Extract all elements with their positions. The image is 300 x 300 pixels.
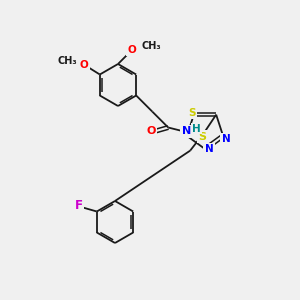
Text: N: N [182,127,191,136]
Text: O: O [80,59,88,70]
Text: S: S [188,108,196,118]
Text: S: S [198,132,206,142]
Text: N: N [222,134,230,144]
Text: O: O [128,45,136,55]
Text: O: O [146,127,156,136]
Text: H: H [192,124,201,134]
Text: F: F [75,199,83,212]
Text: N: N [205,144,213,154]
Text: CH₃: CH₃ [141,41,161,51]
Text: CH₃: CH₃ [57,56,77,65]
